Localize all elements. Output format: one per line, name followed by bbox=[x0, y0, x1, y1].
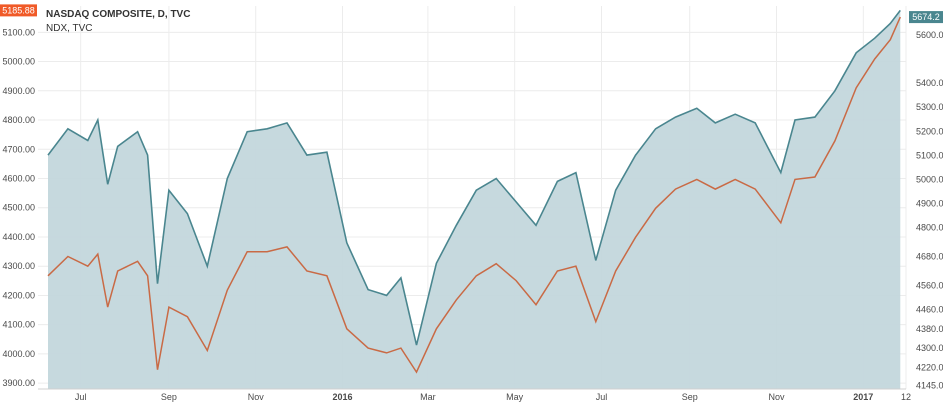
x-tick-label: Nov bbox=[769, 392, 786, 402]
right-tick-label: 4680.00 bbox=[916, 252, 943, 262]
left-tick-label: 5100.00 bbox=[2, 27, 35, 37]
left-tick-label: 4300.00 bbox=[2, 261, 35, 271]
right-tick-label: 4800.00 bbox=[916, 223, 943, 233]
right-tick-label: 5200.00 bbox=[916, 126, 943, 136]
x-tick-label: 12 bbox=[901, 392, 911, 402]
right-last-value-badge bbox=[909, 11, 943, 24]
x-tick-label: 2017 bbox=[853, 392, 873, 402]
left-last-value-text: 5185.88 bbox=[2, 5, 35, 15]
right-tick-label: 5600.00 bbox=[916, 30, 943, 40]
x-tick-label: Sep bbox=[161, 392, 177, 402]
right-tick-label: 5400.00 bbox=[916, 78, 943, 88]
left-tick-label: 4000.00 bbox=[2, 349, 35, 359]
series-layer bbox=[47, 9, 901, 390]
series-ndx-line bbox=[47, 16, 901, 374]
left-tick-label: 4500.00 bbox=[2, 203, 35, 213]
right-tick-label: 4145.00 bbox=[916, 380, 943, 390]
left-tick-label: 4800.00 bbox=[2, 115, 35, 125]
right-tick-label: 4900.00 bbox=[916, 199, 943, 209]
right-tick-label: 4560.00 bbox=[916, 280, 943, 290]
series-area-fill bbox=[48, 10, 901, 390]
left-axis: 3900.00 4000.00 4100.00 4200.00 4300.00 4400.… bbox=[2, 27, 35, 388]
x-axis: Jul Sep Nov 2016 Mar May Jul Sep Nov 2017 12 bbox=[38, 388, 911, 402]
right-last-value-text: 5674.2 bbox=[912, 12, 940, 22]
x-tick-label: 2016 bbox=[332, 392, 352, 402]
left-tick-label: 4400.00 bbox=[2, 232, 35, 242]
left-tick-label: 5000.00 bbox=[2, 57, 35, 67]
last-value-badges: 5185.88 5674.2 bbox=[0, 4, 943, 24]
right-tick-label: 4380.00 bbox=[916, 324, 943, 334]
left-tick-label: 4700.00 bbox=[2, 144, 35, 154]
right-tick-label: 4460.00 bbox=[916, 305, 943, 315]
chart-subtitle: NDX, TVC bbox=[46, 23, 93, 34]
right-tick-label: 5100.00 bbox=[916, 150, 943, 160]
left-tick-label: 4200.00 bbox=[2, 290, 35, 300]
left-last-value-badge bbox=[0, 4, 37, 17]
x-tick-label: Jul bbox=[75, 392, 87, 402]
left-tick-label: 4600.00 bbox=[2, 173, 35, 183]
x-tick-label: May bbox=[506, 392, 524, 402]
right-axis: 4145.00 4220.00 4300.00 4380.00 4460.00 4560.… bbox=[916, 30, 943, 390]
x-tick-label: Jul bbox=[596, 392, 608, 402]
left-tick-label: 3900.00 bbox=[2, 378, 35, 388]
left-tick-label: 4900.00 bbox=[2, 86, 35, 96]
chart-title: NASDAQ COMPOSITE, D, TVC bbox=[46, 9, 190, 20]
left-tick-label: 4100.00 bbox=[2, 320, 35, 330]
right-tick-label: 4220.00 bbox=[916, 362, 943, 372]
right-tick-label: 4300.00 bbox=[916, 343, 943, 353]
x-tick-label: Nov bbox=[248, 392, 265, 402]
right-tick-label: 5300.00 bbox=[916, 102, 943, 112]
series-nasdaq-line bbox=[47, 9, 901, 346]
right-tick-label: 5000.00 bbox=[916, 174, 943, 184]
x-tick-label: Mar bbox=[420, 392, 436, 402]
x-tick-label: Sep bbox=[682, 392, 698, 402]
